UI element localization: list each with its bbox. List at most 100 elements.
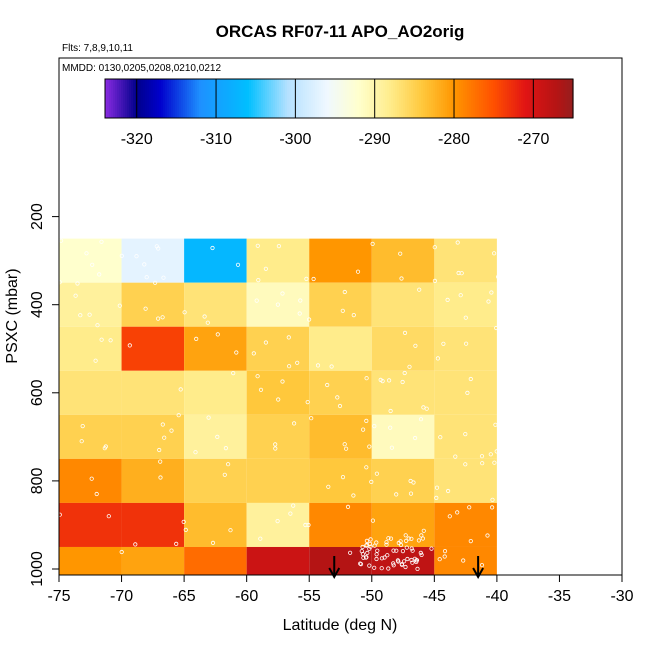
sample-point (409, 546, 414, 551)
colorbar-swatch (567, 79, 570, 118)
sample-point (263, 340, 268, 345)
heatmap-cell (309, 414, 372, 459)
sample-point (358, 561, 363, 566)
colorbar-swatch (489, 79, 492, 118)
sample-point (384, 542, 389, 547)
sample-point (410, 560, 415, 565)
sample-point (251, 351, 256, 356)
sample-point (178, 387, 183, 392)
colorbar-swatch (223, 79, 226, 118)
sample-point (289, 178, 295, 183)
sample-point (158, 475, 163, 480)
sample-point (343, 446, 349, 451)
colorbar-swatch (375, 79, 378, 118)
sample-point (57, 512, 62, 517)
sample-point (280, 379, 285, 384)
sample-point (57, 280, 62, 285)
y-tick-label: 200 (29, 203, 46, 230)
colorbar-swatch (333, 79, 336, 118)
colorbar-swatch (519, 79, 522, 118)
sample-point (421, 528, 426, 533)
colorbar-swatch (379, 79, 382, 118)
sample-point (311, 276, 316, 282)
sample-point (364, 538, 369, 544)
sample-point (229, 189, 234, 195)
colorbar-swatch (361, 79, 364, 118)
colorbar-swatch (383, 79, 386, 118)
sample-point (447, 514, 452, 519)
heatmap-cell (246, 458, 310, 503)
sample-point (275, 302, 280, 307)
colorbar-swatch (389, 79, 392, 118)
heatmap-cell (371, 414, 435, 459)
sample-point (134, 254, 139, 259)
sample-point (372, 565, 377, 570)
colorbar-swatch (475, 79, 478, 118)
heatmap-cell (121, 414, 185, 459)
colorbar-swatch (327, 79, 330, 118)
y-tick-label: 400 (29, 291, 46, 318)
sample-point (258, 195, 263, 200)
sample-point (374, 540, 379, 545)
colorbar-swatch (167, 79, 170, 118)
sample-point (351, 312, 356, 318)
colorbar-swatch (243, 79, 246, 118)
sample-point (133, 176, 138, 181)
colorbar-tick-label: -290 (359, 131, 391, 148)
sample-point (99, 337, 104, 342)
sample-point (492, 460, 497, 465)
sample-point (304, 276, 309, 281)
colorbar-swatch (371, 79, 374, 118)
sample-point (479, 562, 485, 568)
sample-point (375, 548, 380, 553)
sample-point (292, 203, 297, 208)
sample-point (467, 505, 472, 510)
colorbar-swatch (381, 79, 384, 118)
sample-point (391, 563, 396, 568)
sample-point (368, 544, 373, 549)
sample-point (222, 472, 227, 477)
colorbar-swatch (353, 79, 356, 118)
sample-point (93, 358, 98, 363)
sample-point (183, 527, 188, 533)
colorbar-swatch (119, 79, 122, 118)
sample-point (247, 194, 252, 199)
sample-point (79, 439, 84, 444)
sample-point (305, 399, 310, 405)
sample-point (554, 261, 559, 266)
colorbar-swatch (263, 79, 266, 118)
sample-point (394, 548, 399, 553)
colorbar-swatch (175, 79, 178, 118)
colorbar-swatch (113, 79, 116, 118)
sample-point (463, 315, 468, 320)
colorbar-swatch (161, 79, 164, 118)
sample-point (372, 543, 377, 548)
sample-point (544, 215, 549, 220)
colorbar-swatch (239, 79, 242, 118)
heatmap-cell (59, 502, 122, 547)
colorbar-swatch (553, 79, 556, 118)
x-tick-label: -55 (298, 588, 321, 605)
sample-point (87, 312, 92, 317)
colorbar-swatch (125, 79, 128, 118)
sample-point (485, 533, 490, 538)
sample-point (291, 421, 297, 426)
sample-point (408, 491, 414, 496)
colorbar-swatch (555, 79, 558, 118)
heatmap-cells (59, 238, 497, 575)
colorbar-swatch (133, 79, 136, 118)
sample-point (289, 194, 294, 199)
sample-point (461, 558, 466, 563)
colorbar-swatch (345, 79, 348, 118)
x-tick-label: -30 (610, 588, 633, 605)
colorbar-swatch (185, 79, 188, 118)
sample-point (535, 328, 540, 333)
colorbar-swatch (183, 79, 186, 118)
heatmap-cell (184, 546, 247, 575)
sample-point (455, 510, 460, 515)
sample-point (258, 536, 263, 541)
sample-point (489, 290, 494, 295)
x-tick-label: -35 (548, 588, 571, 605)
heatmap-cell (371, 282, 435, 327)
sample-point (297, 311, 302, 316)
